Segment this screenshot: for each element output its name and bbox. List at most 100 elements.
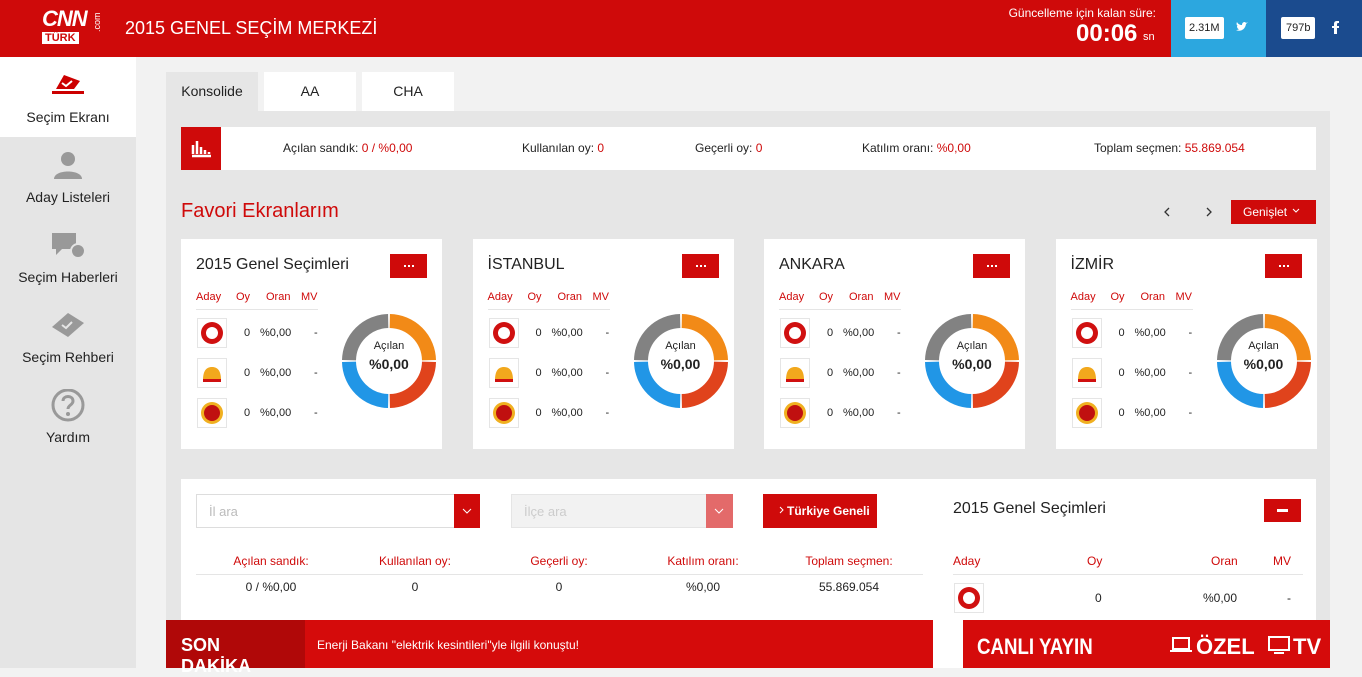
twitter[interactable]: 2.31M bbox=[1171, 0, 1266, 57]
donut-value: %0,00 bbox=[952, 356, 992, 372]
sidebar: Seçim Ekranı Aday Listeleri Seçim Haberler… bbox=[0, 57, 136, 668]
candidate-logo bbox=[954, 583, 984, 613]
card-title: İZMİR bbox=[1070, 256, 1115, 273]
candidate-logo bbox=[1071, 358, 1102, 388]
sidebar-icon bbox=[51, 389, 85, 422]
card-title: İSTANBUL bbox=[487, 256, 565, 273]
stat-value: 0 / %0,00 bbox=[245, 580, 297, 594]
card-menu[interactable] bbox=[1264, 254, 1302, 278]
cell: - bbox=[1188, 407, 1193, 419]
cell: %0,00 bbox=[843, 327, 875, 339]
turkey-button[interactable]: Türkiye Geneli bbox=[763, 494, 877, 528]
panel-column: Oran bbox=[1211, 554, 1238, 568]
cell: 0 bbox=[827, 327, 834, 339]
sidebar-icon bbox=[52, 313, 84, 337]
candidate-logo bbox=[1071, 318, 1102, 348]
donut bbox=[342, 314, 436, 408]
dot bbox=[695, 265, 698, 267]
card-menu[interactable] bbox=[681, 254, 719, 278]
expand-button[interactable]: Genişlet bbox=[1231, 200, 1316, 224]
donut bbox=[633, 314, 728, 408]
donut-segment bbox=[925, 314, 972, 361]
rule bbox=[779, 309, 901, 310]
special-link[interactable]: ÖZEL bbox=[1196, 634, 1255, 659]
il-dropdown[interactable] bbox=[454, 494, 480, 528]
live-bar: CANLI YAYIN ÖZEL TV bbox=[963, 620, 1330, 668]
cell: - bbox=[314, 407, 318, 419]
ilce-search[interactable]: İlçe ara bbox=[511, 494, 707, 528]
donut-segment bbox=[389, 361, 436, 408]
cell: - bbox=[314, 367, 318, 379]
live-label: CANLI YAYIN bbox=[977, 634, 1093, 659]
donut-label: Açılan bbox=[373, 340, 405, 352]
cell: 0 bbox=[244, 327, 251, 339]
countdown-label: Güncelleme için kalan süre: bbox=[1008, 6, 1156, 20]
ilce-dropdown[interactable] bbox=[706, 494, 733, 528]
cell: 0 bbox=[535, 327, 542, 339]
donut-segment bbox=[1263, 314, 1311, 361]
next-arrow[interactable] bbox=[1206, 207, 1212, 217]
il-search[interactable]: İl ara bbox=[196, 494, 455, 528]
summary-bar: Açılan sandık: 0 / %0,00 Kullanılan oy: 0… bbox=[181, 127, 1316, 170]
donut-segment bbox=[342, 314, 389, 361]
tv-link[interactable]: TV bbox=[1293, 634, 1322, 659]
candidate-logo bbox=[1071, 398, 1102, 428]
stat-label: Toplam seçmen: bbox=[805, 554, 893, 568]
tv-icon bbox=[1268, 636, 1290, 654]
sidebar-item[interactable]: Seçim Haberleri bbox=[0, 217, 136, 297]
candidate-logo bbox=[488, 398, 519, 428]
card-menu[interactable] bbox=[390, 254, 427, 278]
menu-dots bbox=[695, 265, 706, 267]
facebook[interactable]: 797b bbox=[1266, 0, 1362, 57]
logo-bulb bbox=[494, 367, 513, 380]
candidate-logo bbox=[488, 318, 519, 348]
sidebar-label: Yardım bbox=[45, 429, 91, 445]
logo-inner bbox=[789, 327, 801, 339]
summary-icon bbox=[181, 127, 221, 170]
cell: - bbox=[1188, 367, 1193, 379]
donut-segment bbox=[1216, 314, 1264, 361]
logo-inner bbox=[495, 405, 512, 421]
logo-inner bbox=[497, 327, 510, 339]
sidebar-icon bbox=[52, 75, 84, 94]
sidebar-item[interactable]: Aday Listeleri bbox=[0, 137, 136, 217]
cell: %0,00 bbox=[551, 327, 583, 339]
donut-segment bbox=[972, 361, 1019, 408]
summary-value: 0 bbox=[755, 141, 763, 155]
tab[interactable]: CHA bbox=[362, 72, 454, 111]
tab[interactable]: Konsolide bbox=[166, 72, 258, 111]
candidate-logo bbox=[780, 398, 810, 428]
prev-arrow[interactable] bbox=[1164, 207, 1170, 217]
donut-segment bbox=[342, 361, 389, 408]
header: CNN TÜRK .com 2015 GENEL SEÇİM MERKEZİ G… bbox=[0, 0, 1362, 57]
column-header: Oy bbox=[819, 291, 834, 303]
tab[interactable]: AA bbox=[264, 72, 356, 111]
sidebar-label: Seçim Ekranı bbox=[26, 109, 110, 125]
cell: %0,00 bbox=[1134, 407, 1166, 419]
logo-inner bbox=[787, 405, 803, 421]
panel-cell: 0 bbox=[1095, 591, 1102, 605]
summary-item: Kullanılan oy: 0 bbox=[522, 141, 604, 155]
logo-inner bbox=[1080, 327, 1093, 339]
sidebar-item[interactable]: Seçim Rehberi bbox=[0, 297, 136, 377]
column-header: Aday bbox=[196, 291, 222, 303]
logo-base bbox=[1077, 379, 1096, 382]
breaking-label: SON DAKİKA bbox=[166, 620, 305, 676]
card-title: 2015 Genel Seçimleri bbox=[196, 256, 349, 273]
sidebar-item[interactable]: Yardım bbox=[0, 377, 136, 457]
site-title: 2015 GENEL SEÇİM MERKEZİ bbox=[125, 18, 378, 38]
collapse-button[interactable] bbox=[1264, 499, 1301, 522]
dot bbox=[699, 265, 702, 267]
dot bbox=[404, 265, 406, 267]
summary-item: Açılan sandık: 0 / %0,00 bbox=[283, 141, 412, 155]
rule bbox=[487, 309, 610, 310]
card-menu[interactable] bbox=[973, 254, 1010, 278]
cell: - bbox=[897, 367, 901, 379]
logo-inner bbox=[1078, 405, 1095, 421]
candidate-logo bbox=[197, 398, 227, 428]
rule bbox=[953, 574, 1303, 575]
sidebar-item[interactable]: Seçim Ekranı bbox=[0, 57, 136, 137]
menu-dots bbox=[987, 265, 997, 267]
panel-column: Aday bbox=[953, 554, 981, 568]
